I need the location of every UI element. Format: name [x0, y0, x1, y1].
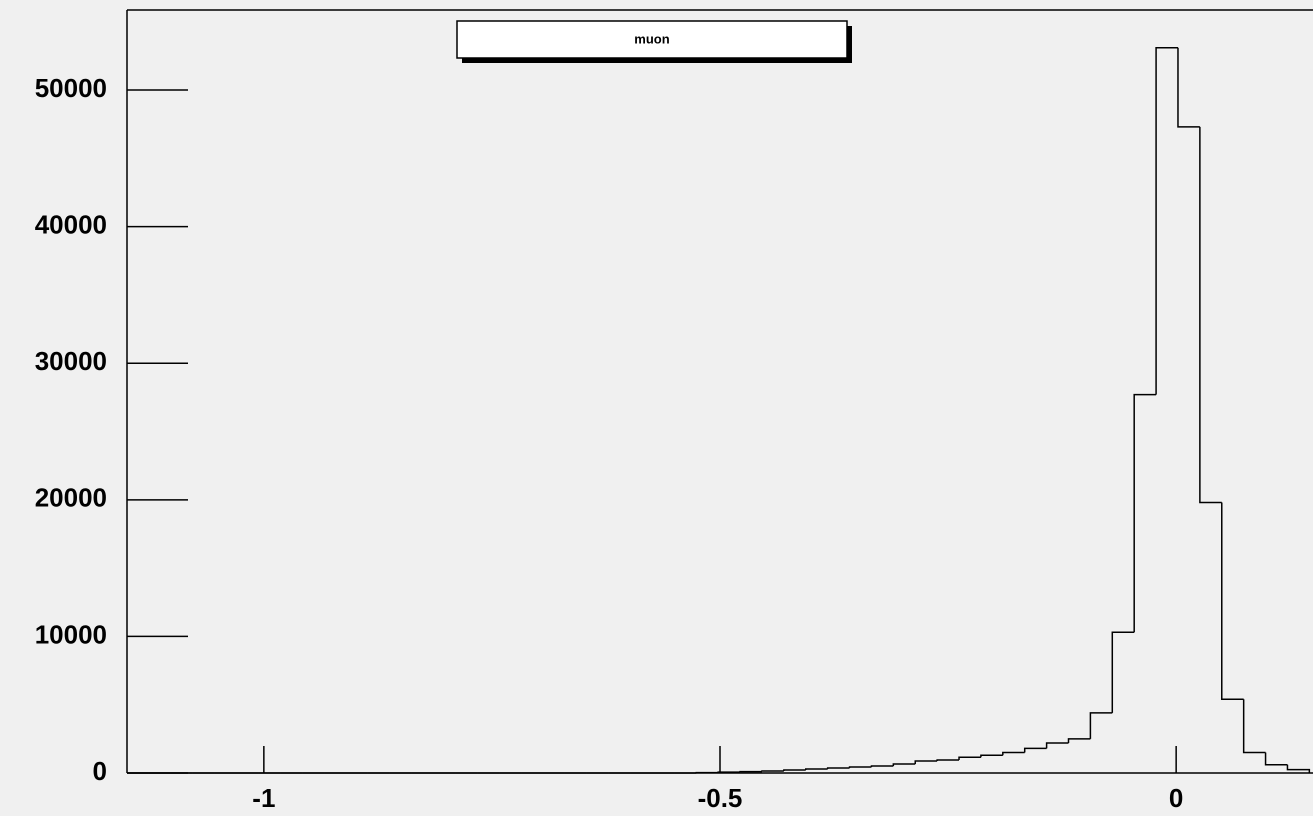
histogram-bin	[739, 770, 762, 773]
histogram-bin	[805, 768, 828, 770]
x-tick-label: 0	[1169, 783, 1183, 813]
histogram-bin	[1286, 764, 1311, 773]
histogram-bin	[783, 769, 806, 771]
legend-label: muon	[634, 31, 669, 46]
y-tick-label: 30000	[35, 346, 107, 376]
y-tick-label: 50000	[35, 73, 107, 103]
histogram-bin	[936, 759, 960, 761]
histogram-bin	[1067, 738, 1091, 743]
histogram-bin	[1264, 752, 1288, 766]
x-tick-label: -0.5	[698, 783, 743, 813]
histogram-bin	[1045, 742, 1069, 749]
histogram-bin	[1221, 502, 1244, 700]
histogram-bin	[914, 760, 938, 764]
histogram-bin	[870, 765, 894, 767]
x-tick-label: -1	[252, 783, 275, 813]
histogram-bin	[826, 767, 850, 770]
legend-box	[456, 20, 848, 59]
histogram-bin	[1155, 46, 1178, 395]
y-tick-label: 40000	[35, 210, 107, 240]
y-tick-label: 20000	[35, 483, 107, 513]
histogram-bin	[892, 763, 916, 767]
y-tick-label: 10000	[35, 619, 107, 649]
histogram-bin	[1002, 751, 1025, 756]
histogram-bin	[1177, 47, 1200, 128]
y-tick-label: 0	[93, 756, 107, 786]
histogram-bin	[958, 756, 981, 761]
histogram-bin	[1089, 712, 1113, 739]
histogram-bin	[761, 770, 784, 772]
histogram-bin	[1199, 126, 1222, 504]
histogram-bin	[1133, 393, 1157, 633]
histogram-bin	[980, 754, 1003, 758]
histogram-bin	[848, 766, 872, 768]
histogram-bin	[1111, 631, 1135, 713]
histogram-bin	[1242, 699, 1266, 754]
histogram-bin	[1023, 747, 1047, 753]
